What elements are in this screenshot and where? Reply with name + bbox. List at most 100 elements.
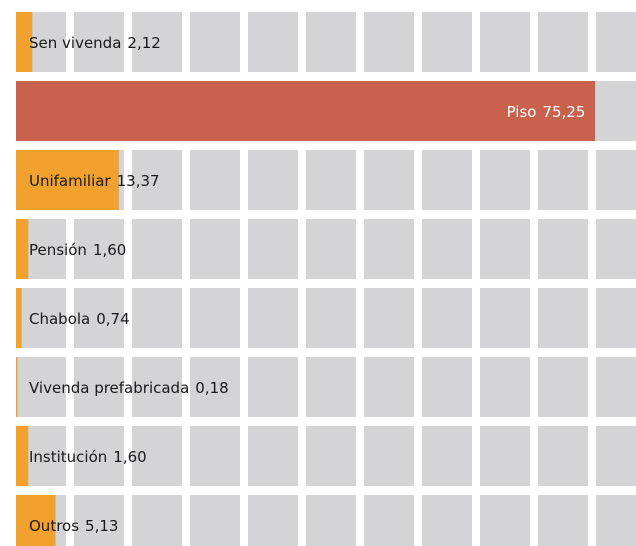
grid-cell bbox=[596, 150, 636, 210]
category-label: Piso bbox=[507, 103, 537, 121]
grid-cell bbox=[480, 219, 530, 279]
bar bbox=[16, 357, 18, 417]
grid-cell bbox=[538, 219, 588, 279]
grid-cell bbox=[74, 12, 124, 72]
grid-cell bbox=[480, 426, 530, 486]
grid-cell bbox=[190, 150, 240, 210]
bar-label: Sen vivenda 2,12 bbox=[29, 34, 161, 52]
grid-cell bbox=[538, 426, 588, 486]
grid-cell bbox=[480, 150, 530, 210]
grid-cell bbox=[364, 495, 414, 546]
value-label: 1,60 bbox=[93, 241, 126, 259]
grid-cell bbox=[480, 495, 530, 546]
grid-cell bbox=[190, 426, 240, 486]
grid-cell bbox=[248, 12, 298, 72]
bar bbox=[16, 81, 596, 141]
grid-cell bbox=[74, 426, 124, 486]
grid-cell bbox=[596, 288, 636, 348]
bar bbox=[16, 426, 29, 486]
grid-cell bbox=[74, 495, 124, 546]
grid-cell bbox=[306, 357, 356, 417]
grid-cell bbox=[596, 219, 636, 279]
grid-cell bbox=[538, 288, 588, 348]
grid-cell bbox=[538, 357, 588, 417]
bar-label: Chabola 0,74 bbox=[29, 310, 130, 328]
grid-cell bbox=[538, 12, 588, 72]
grid-cell bbox=[248, 219, 298, 279]
category-label: Vivenda prefabricada bbox=[29, 379, 189, 397]
grid-cell bbox=[422, 12, 472, 72]
bar bbox=[16, 495, 56, 546]
grid-cell bbox=[538, 150, 588, 210]
grid-cell bbox=[364, 357, 414, 417]
bar bbox=[16, 288, 22, 348]
value-label: 5,13 bbox=[85, 517, 118, 535]
grid-cell bbox=[16, 288, 66, 348]
grid-cell bbox=[132, 357, 182, 417]
grid-cell bbox=[190, 288, 240, 348]
bar-label: Vivenda prefabricada 0,18 bbox=[29, 379, 229, 397]
bar bbox=[16, 150, 119, 210]
grid-cell bbox=[132, 495, 182, 546]
grid-cell bbox=[132, 219, 182, 279]
grid-cell bbox=[306, 495, 356, 546]
grid-cell bbox=[364, 219, 414, 279]
category-label: Institución bbox=[29, 448, 107, 466]
bar-label: Institución 1,60 bbox=[29, 448, 147, 466]
grid-cell bbox=[190, 357, 240, 417]
grid-cell bbox=[306, 288, 356, 348]
category-label: Unifamiliar bbox=[29, 172, 111, 190]
grid-cell bbox=[190, 12, 240, 72]
grid-cell bbox=[480, 12, 530, 72]
value-label: 2,12 bbox=[127, 34, 160, 52]
grid-cell bbox=[538, 495, 588, 546]
category-label: Outros bbox=[29, 517, 79, 535]
value-label: 0,18 bbox=[195, 379, 228, 397]
category-label: Pensión bbox=[29, 241, 87, 259]
grid-cell bbox=[596, 81, 636, 141]
grid-cell bbox=[132, 150, 182, 210]
grid-cell bbox=[480, 288, 530, 348]
bar-label: Outros 5,13 bbox=[29, 517, 118, 535]
grid-cell bbox=[364, 288, 414, 348]
grid-cell bbox=[596, 426, 636, 486]
grid-cell bbox=[306, 426, 356, 486]
bar bbox=[16, 12, 33, 72]
grid-cell bbox=[364, 150, 414, 210]
category-label: Chabola bbox=[29, 310, 90, 328]
grid-cell bbox=[364, 426, 414, 486]
value-label: 1,60 bbox=[113, 448, 146, 466]
value-label: 13,37 bbox=[117, 172, 160, 190]
grid-cell bbox=[422, 288, 472, 348]
grid-cell bbox=[248, 357, 298, 417]
bar-label: Piso 75,25 bbox=[507, 103, 586, 121]
grid-cell bbox=[480, 357, 530, 417]
grid-cell bbox=[596, 12, 636, 72]
grid-cell bbox=[16, 357, 66, 417]
bar-label: Pensión 1,60 bbox=[29, 241, 126, 259]
grid-cell bbox=[132, 426, 182, 486]
grid-cell bbox=[596, 495, 636, 546]
value-label: 0,74 bbox=[96, 310, 129, 328]
grid-cell bbox=[132, 12, 182, 72]
bar bbox=[16, 219, 29, 279]
grid-cell bbox=[306, 12, 356, 72]
grid-cell bbox=[248, 288, 298, 348]
grid-cell bbox=[422, 357, 472, 417]
grid-cell bbox=[74, 288, 124, 348]
value-label: 75,25 bbox=[542, 103, 585, 121]
grid-cell bbox=[248, 495, 298, 546]
grid-cell bbox=[74, 219, 124, 279]
grid-cell bbox=[132, 288, 182, 348]
bar-label: Unifamiliar 13,37 bbox=[29, 172, 160, 190]
grid-cell bbox=[306, 219, 356, 279]
grid-cell bbox=[74, 357, 124, 417]
grid-cell bbox=[364, 12, 414, 72]
grid-cell bbox=[248, 426, 298, 486]
grid-cell bbox=[422, 150, 472, 210]
grid-cell bbox=[422, 495, 472, 546]
category-label: Sen vivenda bbox=[29, 34, 121, 52]
grid-cell bbox=[190, 495, 240, 546]
grid-cell bbox=[306, 150, 356, 210]
